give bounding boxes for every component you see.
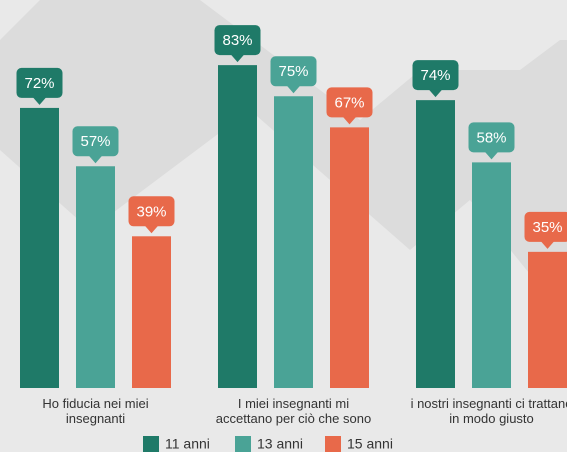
value-callout [270,56,317,87]
bar [330,127,369,389]
value-label: 83% [222,32,252,49]
legend-label: 15 anni [347,436,393,452]
value-callout [128,196,175,227]
category-label: i nostri insegnanti ci trattano in modo … [410,396,567,426]
value-label: 35% [532,219,562,236]
callout-pointer [342,116,357,125]
bar [218,65,257,388]
value-label: 67% [334,94,364,111]
callout-pointer [230,54,245,63]
value-label: 58% [476,129,506,146]
bar [274,96,313,388]
bar [20,107,59,389]
value-callout [16,67,63,98]
value-label: 72% [24,75,54,92]
value-label: 75% [278,63,308,80]
legend-swatch [235,436,251,452]
value-callout [72,126,119,157]
bar [132,236,171,388]
legend-label: 11 anni [165,436,210,452]
bar [528,251,567,388]
bar [472,162,511,388]
value-label: 39% [136,203,166,220]
legend-swatch [325,436,341,452]
callout-pointer [484,151,499,160]
callout-pointer [32,96,47,105]
value-callout [326,87,373,118]
legend-label: 13 anni [257,436,303,452]
value-label: 57% [80,133,110,150]
bar [76,166,115,388]
legend-swatch [143,436,159,452]
category-label: Ho fiducia nei miei insegnanti [42,396,149,426]
value-callout [412,60,459,91]
bar [416,100,455,388]
callout-pointer [540,240,555,249]
value-label: 74% [420,67,450,84]
value-callout [468,122,515,153]
value-callout [214,25,261,56]
callout-pointer [144,225,159,234]
value-callout [524,211,567,242]
callout-pointer [428,89,443,98]
category-label: I miei insegnanti mi accettano per ciò c… [215,396,372,426]
callout-pointer [286,85,301,94]
callout-pointer [88,155,103,164]
